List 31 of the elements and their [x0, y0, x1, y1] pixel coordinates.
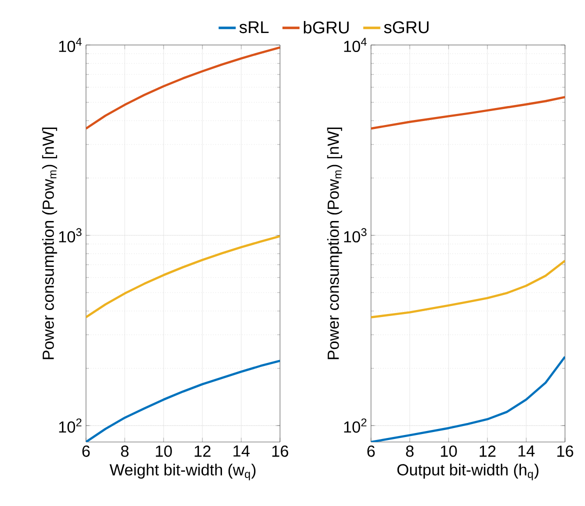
line-series: [371, 260, 566, 318]
y-tick-label: 10$^{3}$: [344, 228, 366, 242]
y-axis-title: Power consumption (Pow$_{m}$) [nW]: [327, 128, 342, 360]
x-tick-label: 6: [367, 446, 375, 457]
x-tick-label: 8: [406, 446, 414, 457]
x-tick-label: 16: [557, 446, 574, 457]
legend-label: sGRU: [384, 21, 429, 34]
x-tick-label: 10: [156, 446, 172, 457]
legend-label: bGRU: [304, 21, 349, 34]
y-tick-label: 10$^{4}$: [344, 38, 367, 52]
y-tick-label: 10$^{2}$: [344, 418, 366, 433]
x-tick-label: 12: [480, 446, 496, 457]
line-series: [371, 356, 566, 442]
line-series: [86, 360, 280, 442]
x-axis-title: Output bit-width (h$_{q}$): [397, 464, 538, 480]
x-axis-title: Weight bit-width (w$_{q}$): [110, 464, 256, 480]
y-tick-label: 10$^{2}$: [59, 418, 82, 433]
x-tick-label: 14: [234, 446, 250, 457]
y-axis-title: Power consumption (Pow$_{m}$) [nW]: [42, 128, 58, 360]
line-series: [86, 46, 280, 130]
y-tick-label: 10$^{4}$: [59, 38, 82, 52]
line-series: [371, 96, 566, 130]
line-series: [86, 235, 280, 318]
y-tick-label: 10$^{3}$: [59, 228, 82, 242]
x-tick-label: 12: [194, 446, 210, 457]
x-tick-label: 14: [518, 446, 535, 457]
x-tick-label: 16: [272, 446, 288, 457]
x-tick-label: 10: [440, 446, 457, 457]
x-tick-label: 8: [121, 446, 129, 457]
x-tick-label: 6: [82, 446, 90, 457]
legend-label: sRL: [239, 21, 269, 34]
